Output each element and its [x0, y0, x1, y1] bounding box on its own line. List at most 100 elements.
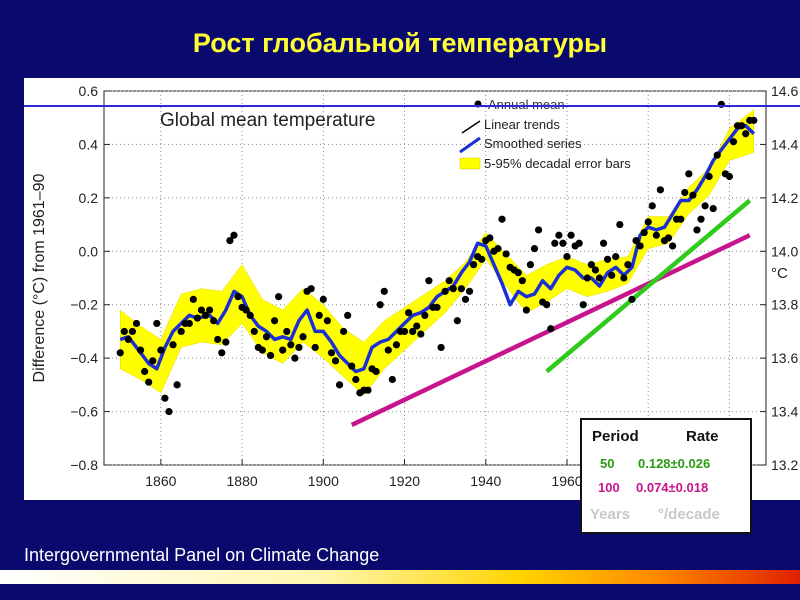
annual-mean-point: [266, 351, 275, 360]
annual-mean-point: [201, 311, 210, 319]
annual-mean-point: [465, 287, 474, 295]
annual-mean-point: [526, 261, 535, 269]
annual-mean-point: [478, 255, 486, 263]
annual-mean-point: [563, 253, 571, 261]
annual-mean-point: [189, 295, 197, 303]
legend: Annual mean Linear trends Smoothed serie…: [459, 97, 631, 171]
annual-mean-point: [624, 261, 632, 269]
annual-mean-point: [709, 204, 717, 213]
annual-mean-point: [486, 234, 494, 242]
annual-mean-point: [417, 330, 425, 338]
annual-mean-point: [384, 346, 392, 354]
annual-mean-point: [307, 285, 315, 293]
legend-error-bars-marker: [459, 157, 481, 170]
annual-mean-point: [344, 311, 352, 319]
legend-annual-mean: Annual mean: [488, 97, 565, 112]
annual-mean-point: [583, 274, 591, 282]
annual-mean-point: [141, 367, 149, 376]
slide-title: Рост глобальной температуры: [192, 28, 608, 58]
y-tick-label: −0.6: [70, 404, 98, 420]
y2-tick-label: 13.8: [771, 297, 798, 313]
rate-table-period-50: 50: [600, 456, 615, 471]
annual-mean-point: [376, 301, 384, 309]
annual-mean-point: [725, 172, 734, 181]
annual-mean-point: [372, 367, 380, 376]
chart-title: Global mean temperature: [160, 110, 375, 131]
annual-mean-point: [575, 239, 583, 247]
annual-mean-point: [604, 255, 612, 263]
annual-mean-point: [327, 349, 336, 357]
y2-axis-label: °C: [771, 265, 788, 282]
x-tick-label: 1880: [227, 473, 258, 489]
annual-mean-point: [226, 237, 234, 245]
annual-mean-point: [677, 215, 685, 223]
annual-mean-point: [587, 261, 595, 269]
annual-mean-point: [559, 239, 567, 247]
annual-mean-point: [177, 327, 185, 336]
annual-mean-point: [636, 242, 644, 250]
annual-mean-point: [498, 215, 506, 223]
annual-mean-point: [421, 311, 429, 319]
chart-panel: 0.6 14.6 0.4 14.4 0.2 14.2 0.0 14.0 −0.2 13.8 −0.4…: [24, 78, 800, 500]
rate-table-rate-100: 0.074±0.018: [636, 480, 709, 495]
rate-table-header-period: Period: [592, 428, 639, 445]
annual-mean-point: [149, 357, 157, 365]
x-tick-label: 1960: [551, 473, 582, 489]
annual-mean-point: [214, 335, 222, 344]
annual-mean-point: [425, 277, 433, 285]
annual-mean-point: [193, 314, 202, 322]
annual-mean-point: [400, 327, 409, 336]
smoothed-series-line: [119, 123, 756, 374]
legend-error-bars: 5-95% decadal error bars: [484, 156, 631, 171]
annual-mean-point: [685, 170, 693, 178]
annual-mean-point: [608, 271, 616, 279]
annual-mean-point: [270, 317, 279, 325]
annual-mean-point: [283, 327, 291, 336]
x-tick-label: 1920: [389, 473, 420, 489]
annual-mean-point: [738, 122, 746, 130]
annual-mean-point: [124, 335, 132, 344]
annual-mean-point: [689, 191, 697, 199]
y-tick-label: −0.2: [70, 297, 98, 313]
legend-linear-trends-marker: [461, 120, 481, 134]
annual-mean-point: [664, 234, 673, 242]
annual-mean-point: [494, 245, 502, 253]
annual-mean-point: [469, 261, 478, 269]
temperature-chart: 0.6 14.6 0.4 14.4 0.2 14.2 0.0 14.0 −0.2 13.8 −0.4…: [24, 83, 800, 489]
annual-mean-point: [173, 381, 181, 389]
annual-mean-point: [697, 215, 705, 223]
annual-mean-point: [323, 317, 331, 325]
annual-mean-point: [453, 317, 461, 325]
annual-mean-point: [681, 188, 689, 197]
annual-mean-point: [246, 311, 254, 319]
legend-smoothed: Smoothed series: [484, 136, 582, 151]
annual-mean-point: [620, 274, 628, 282]
annual-mean-point: [234, 293, 242, 301]
annual-mean-point: [388, 375, 396, 384]
annual-mean-point: [275, 293, 283, 301]
annual-mean-point: [364, 386, 372, 394]
legend-smoothed-marker: [459, 136, 481, 154]
annual-mean-point: [218, 349, 226, 357]
annual-mean-point: [348, 362, 356, 370]
annual-mean-point: [169, 341, 177, 349]
annual-mean-point: [534, 226, 543, 234]
annual-mean-point: [628, 295, 636, 303]
y2-tick-label: 13.6: [771, 350, 798, 366]
annual-mean-point: [262, 333, 271, 341]
annual-mean-point: [530, 245, 539, 253]
y-tick-label: −0.8: [70, 457, 98, 473]
rate-table: Period Rate 50 0.128±0.026 100 0.074±0.0…: [580, 418, 752, 534]
annual-mean-point: [335, 381, 344, 389]
annual-mean-point: [441, 287, 449, 295]
annual-mean-point: [380, 287, 388, 295]
y2-tick-label: 14.4: [771, 136, 798, 152]
annual-mean-point: [461, 295, 470, 303]
annual-mean-point: [311, 343, 319, 352]
annual-mean-point: [413, 322, 421, 330]
annual-mean-point: [750, 116, 758, 124]
annual-mean-point: [340, 327, 348, 336]
annual-mean-point: [392, 341, 401, 349]
annual-mean-point: [555, 231, 563, 239]
rate-table-units-years: Years: [590, 506, 631, 523]
